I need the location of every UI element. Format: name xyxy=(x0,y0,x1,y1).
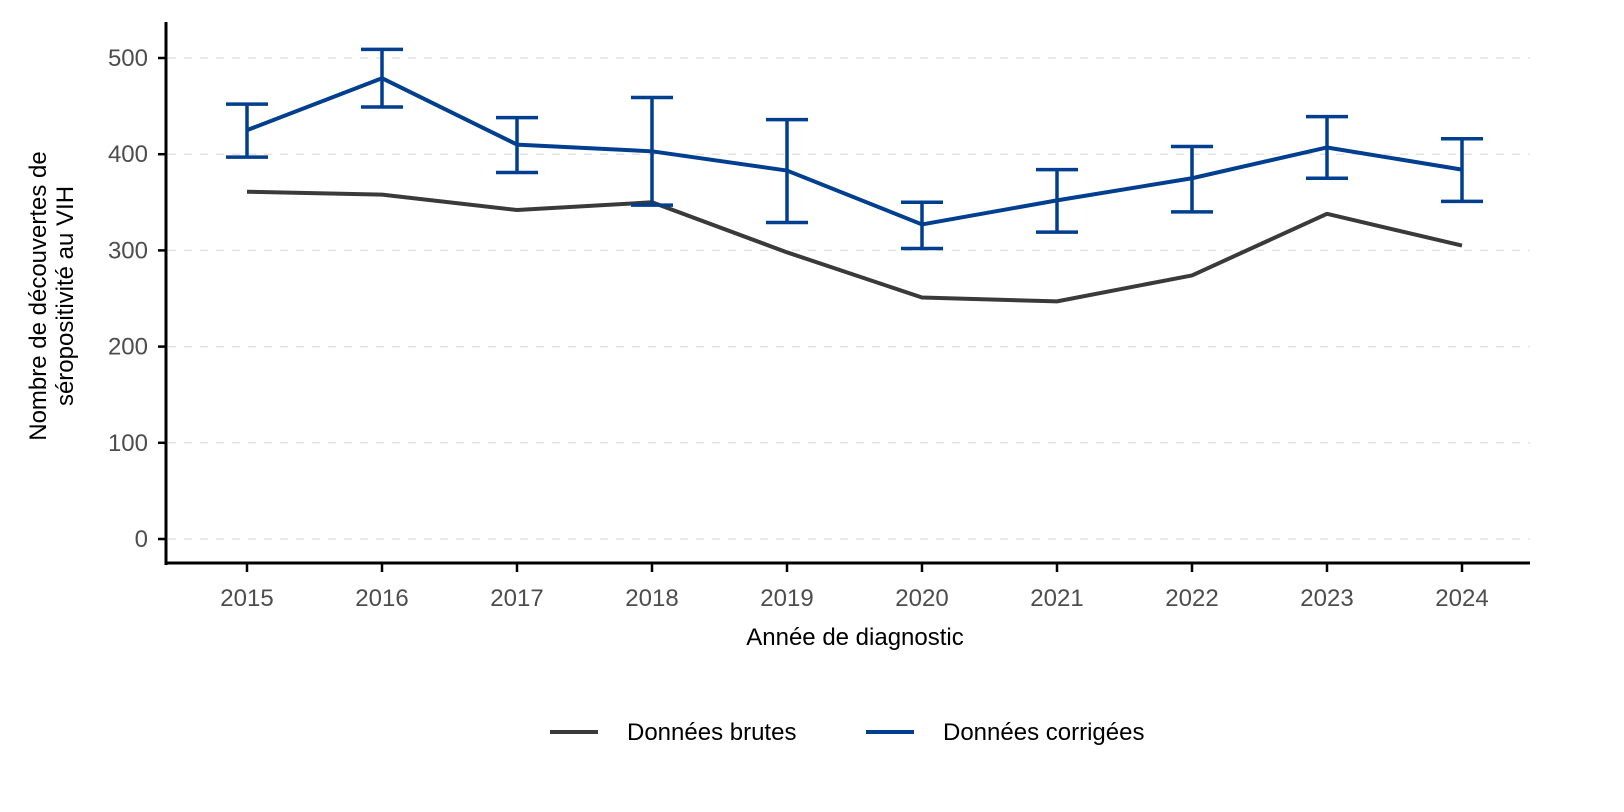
y-tick-label: 0 xyxy=(135,526,148,553)
x-tick-label: 2018 xyxy=(625,585,678,612)
x-tick-label: 2019 xyxy=(760,585,813,612)
y-axis-title-line1: Nombre de découvertes de xyxy=(25,151,52,441)
legend-label-corrected: Données corrigées xyxy=(943,719,1144,746)
legend-label-raw: Données brutes xyxy=(627,719,796,746)
error-bar xyxy=(1036,167,1078,234)
series-line-corrected xyxy=(246,76,1463,227)
error-bar xyxy=(1441,137,1483,204)
error-bar xyxy=(631,95,673,207)
error-bar xyxy=(1306,114,1348,180)
error-bar xyxy=(1171,144,1213,214)
error-bar xyxy=(901,200,943,251)
x-tick-label: 2020 xyxy=(895,585,948,612)
error-bar xyxy=(226,102,268,159)
series-line-raw xyxy=(246,189,1463,304)
y-tick-label: 500 xyxy=(108,45,148,72)
x-tick-label: 2015 xyxy=(220,585,273,612)
x-tick-label: 2022 xyxy=(1165,585,1218,612)
y-tick-label: 300 xyxy=(108,237,148,264)
x-tick-label: 2021 xyxy=(1030,585,1083,612)
y-axis-title-line2: séropositivité au VIH xyxy=(52,186,79,406)
error-bar xyxy=(766,117,808,225)
error-bar xyxy=(361,47,403,109)
y-ticks: 0 100 200 300 400 500 xyxy=(108,45,166,553)
y-tick-label: 100 xyxy=(108,430,148,457)
gridlines xyxy=(168,57,1530,540)
y-tick-label: 200 xyxy=(108,334,148,361)
error-bar xyxy=(496,115,538,175)
series-layer xyxy=(226,47,1483,304)
legend: Données brutes Données corrigées xyxy=(550,719,1144,746)
y-tick-label: 400 xyxy=(108,141,148,168)
x-tick-label: 2023 xyxy=(1300,585,1353,612)
x-tick-label: 2024 xyxy=(1435,585,1488,612)
x-tick-label: 2016 xyxy=(355,585,408,612)
x-tick-label: 2017 xyxy=(490,585,543,612)
x-axis-title: Année de diagnostic xyxy=(746,624,964,651)
x-ticks: 2015 2016 2017 2018 2019 2020 2021 2022 2023 2024 xyxy=(220,564,1489,612)
